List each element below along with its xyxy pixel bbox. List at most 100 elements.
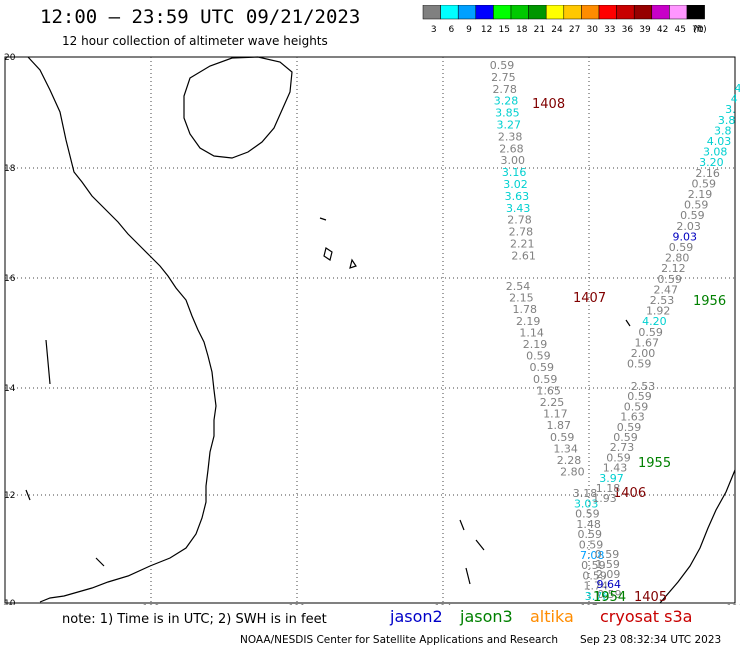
swh-value: 0.59 (692, 177, 717, 190)
lat-label: 14 (4, 384, 16, 394)
swh-value: 3.27 (497, 119, 522, 132)
luzon-coastline (659, 469, 736, 604)
map-subtitle: 12 hour collection of altimeter wave hei… (62, 34, 328, 48)
colorbar-label: 27 (569, 25, 580, 35)
pass-time-label: 1405 (634, 590, 667, 605)
altimeter-map: 105108111114117120201816141210 0.592.752… (0, 53, 740, 605)
graticule: 105 108 111 114 117 120 20 18 16 14 12 10 (0, 53, 740, 605)
track-points: 0.592.752.783.283.853.272.382.683.003.16… (490, 59, 740, 605)
coastline (25, 56, 736, 604)
swh-value: 1.59 (595, 558, 620, 571)
swh-value: 1.34 (553, 442, 578, 455)
swh-value: 0.59 (581, 559, 606, 572)
wave-height-colorbar: 3 6 9 12 15 18 21 24 27 30 33 36 39 42 45 70(ft) (422, 5, 707, 35)
vietnam-coastline (27, 56, 217, 603)
swh-value: 2.53 (650, 294, 675, 307)
pass-time-label: 1406 (613, 486, 646, 501)
swh-value: 0.59 (597, 588, 622, 601)
swh-value: 3.43 (506, 202, 531, 215)
swh-value: 0.59 (680, 209, 705, 222)
spratly-reefs (459, 319, 631, 585)
swh-value: 0.59 (550, 431, 575, 444)
footer-credit: NOAA/NESDIS Center for Satellite Applica… (240, 634, 558, 646)
swh-value: 0.59 (575, 508, 600, 521)
satellite-legend-item: cryosat s3a (600, 607, 693, 626)
pass-time-label: 1955 (638, 456, 671, 471)
swh-value: 2.03 (676, 220, 701, 233)
colorbar-unit: (ft) (693, 25, 707, 35)
swh-value: 4 (731, 93, 738, 106)
swh-value: 4.03 (707, 135, 732, 148)
swh-value: 3.16 (502, 166, 527, 179)
swh-value: 3.02 (503, 178, 528, 191)
lon-label: 114 (434, 604, 451, 605)
swh-value: 2.68 (499, 142, 524, 155)
swh-value: 2.53 (631, 380, 656, 393)
lat-label: 12 (4, 491, 15, 501)
swh-value: 0.59 (578, 528, 603, 541)
colorbar-label: 3 (431, 25, 437, 35)
swh-value: 3.03 (574, 497, 599, 510)
swh-value: 1.65 (536, 384, 561, 397)
colorbar-label: 9 (466, 25, 472, 35)
swh-value: 3.85 (495, 107, 520, 120)
swh-value: 0.59 (579, 539, 604, 552)
satellite-legend-item: jason3 (460, 607, 513, 626)
swh-value: 1.74 (584, 580, 609, 593)
swh-value: 2.61 (511, 249, 536, 262)
swh-value: 0.59 (684, 199, 709, 212)
swh-value: 7.08 (580, 549, 605, 562)
colorbar-label: 12 (481, 25, 492, 35)
colorbar-label: 36 (622, 25, 634, 35)
lon-label: 120 (726, 604, 740, 605)
swh-value: 1.78 (513, 303, 538, 316)
swh-value: 3.00 (501, 154, 526, 167)
swh-value: 0.59 (624, 400, 649, 413)
satellite-legend-item: jason2 (390, 607, 443, 626)
lon-label: 117 (580, 604, 597, 605)
lat-label: 18 (4, 164, 16, 174)
swh-value: 2.28 (557, 454, 582, 467)
colorbar-label: 6 (449, 25, 455, 35)
swh-value: 2.75 (491, 71, 516, 84)
colorbar-label: 15 (498, 25, 509, 35)
map-frame (4, 56, 736, 604)
lat-label: 20 (4, 53, 16, 63)
colorbar-label: 24 (551, 25, 563, 35)
swh-value: 1.48 (576, 518, 601, 531)
swh-value: 2.78 (492, 83, 517, 96)
swh-value: 3. (725, 103, 736, 116)
swh-value: 2.19 (516, 315, 541, 328)
swh-value: 1.87 (547, 419, 572, 432)
lat-label: 16 (4, 274, 16, 284)
swh-value: 0.59 (613, 431, 638, 444)
colorbar-label: 18 (516, 25, 528, 35)
swh-value: 3.76 (585, 590, 610, 603)
swh-value: 3.28 (494, 95, 519, 108)
lon-label: 105 (0, 604, 14, 605)
swh-value: 2.80 (560, 466, 585, 479)
swh-value: 3.97 (599, 472, 624, 485)
swh-value: 3.63 (505, 190, 530, 203)
swh-value: 2.73 (610, 441, 635, 454)
swh-value: 1.17 (543, 408, 568, 421)
swh-value: 0.59 (530, 361, 555, 374)
lon-label: 111 (288, 604, 305, 605)
colorbar-label: 30 (586, 25, 598, 35)
swh-value: 3.8 (714, 124, 732, 137)
swh-value: 2.09 (596, 568, 621, 581)
swh-value: 2.12 (661, 262, 686, 275)
swh-value: 2.47 (654, 283, 679, 296)
swh-value: 1.14 (519, 326, 544, 339)
swh-value: 2.78 (507, 214, 532, 227)
swh-value: 0.59 (657, 273, 682, 286)
swh-value: 1.18 (596, 482, 621, 495)
swh-value: 0.59 (627, 358, 652, 371)
swh-value: 4 (735, 82, 740, 95)
swh-value: 0.59 (638, 326, 663, 339)
map-title: 12:00 – 23:59 UTC 09/21/2023 (40, 6, 361, 28)
footer-note: note: 1) Time is in UTC; 2) SWH is in fe… (62, 612, 327, 627)
colorbar-label: 45 (674, 25, 685, 35)
swh-value: 0.59 (669, 241, 694, 254)
swh-value: 2.15 (509, 292, 534, 305)
